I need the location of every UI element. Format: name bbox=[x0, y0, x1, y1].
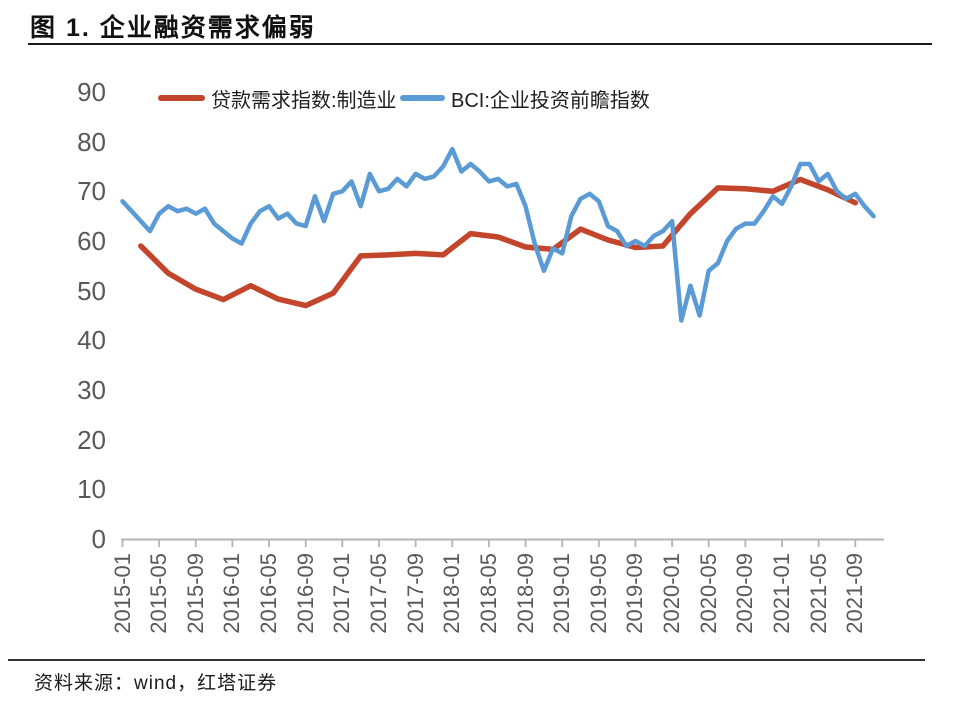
x-tick-label: 2015-09 bbox=[182, 553, 208, 634]
x-tick-label: 2017-09 bbox=[402, 553, 428, 634]
x-tick-label: 2016-05 bbox=[256, 553, 282, 634]
x-tick-label: 2019-01 bbox=[549, 553, 575, 634]
x-tick-label: 2017-05 bbox=[365, 553, 391, 634]
x-tick-label: 2018-05 bbox=[475, 553, 501, 634]
x-tick-label: 2019-09 bbox=[622, 553, 648, 634]
footer-divider bbox=[8, 659, 925, 661]
bci-line bbox=[120, 146, 876, 323]
x-tick-label: 2015-05 bbox=[146, 553, 172, 634]
x-tick-label: 2020-09 bbox=[732, 553, 758, 634]
x-tick-label: 2020-01 bbox=[659, 553, 685, 634]
x-tick-label: 2021-09 bbox=[842, 553, 868, 634]
loan-demand-legend-line-swatch bbox=[158, 95, 205, 101]
y-tick-label: 30 bbox=[77, 375, 106, 405]
legend-item-loan-demand-index: 贷款需求指数:制造业 bbox=[158, 84, 397, 112]
legend-item-bci: BCI:企业投资前瞻指数 bbox=[400, 84, 650, 112]
x-tick-label: 2016-09 bbox=[292, 553, 318, 634]
title-divider bbox=[28, 43, 932, 45]
bci-legend-label: BCI:企业投资前瞻指数 bbox=[451, 89, 650, 112]
y-tick-label: 10 bbox=[77, 474, 106, 505]
y-tick-label: 0 bbox=[91, 524, 106, 554]
source-note: 资料来源：wind，红塔证券 bbox=[34, 673, 278, 694]
bci-legend-line-swatch bbox=[400, 95, 445, 101]
x-tick-label: 2015-01 bbox=[109, 553, 135, 634]
x-tick-label: 2020-05 bbox=[695, 553, 721, 634]
x-tick-label: 2021-01 bbox=[769, 553, 795, 634]
y-tick-label: 70 bbox=[77, 176, 106, 207]
x-tick-label: 2016-01 bbox=[219, 553, 245, 634]
y-tick-label: 80 bbox=[77, 126, 106, 157]
x-tick-label: 2019-05 bbox=[585, 553, 611, 634]
y-tick-label: 90 bbox=[77, 77, 106, 107]
loan-demand-legend-label: 贷款需求指数:制造业 bbox=[211, 89, 397, 112]
line-chart-canvas bbox=[120, 146, 884, 547]
x-tick-label: 2021-05 bbox=[805, 553, 831, 634]
y-tick-label: 40 bbox=[77, 325, 106, 356]
y-tick-label: 20 bbox=[77, 424, 106, 455]
loan-demand-index-line bbox=[138, 176, 859, 309]
figure-title: 图 1. 企业融资需求偏弱 bbox=[30, 14, 316, 42]
x-tick-label: 2017-01 bbox=[329, 553, 355, 634]
x-tick-label: 2018-09 bbox=[512, 553, 538, 634]
y-tick-label: 60 bbox=[77, 226, 106, 256]
y-tick-label: 50 bbox=[77, 275, 106, 306]
x-tick-label: 2018-01 bbox=[439, 553, 465, 634]
